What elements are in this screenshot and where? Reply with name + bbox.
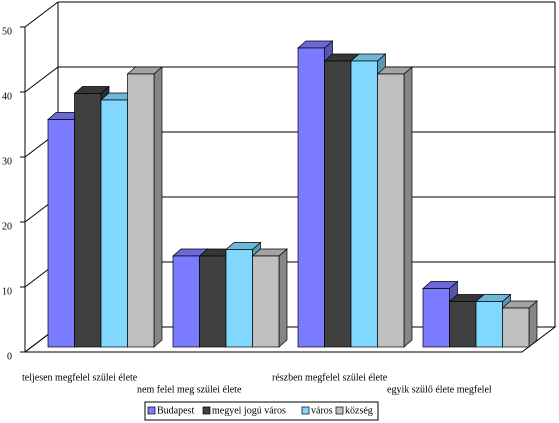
bar [422,288,450,348]
y-tick-label: 0 [7,351,12,362]
legend-label: Budapest [157,405,194,416]
grid-line-side [24,66,59,93]
y-tick-label: 50 [2,26,12,37]
bar-side [528,300,538,348]
y-tick-label: 40 [2,91,12,102]
bar [74,93,102,348]
bar-side [153,66,163,348]
legend-swatch [335,406,344,415]
bar [127,73,155,348]
x-tick-label: nem felel meg szülei élete [137,384,242,395]
bar [324,60,352,348]
y-tick-label: 10 [2,286,12,297]
x-tick-label: teljesen megfelel szülei élete [22,372,138,383]
bar [502,307,530,348]
y-tick-label: 20 [2,221,12,232]
bar [199,255,227,348]
bar [377,73,405,348]
x-tick-label: részben megfelel szülei élete [272,372,388,383]
bar [297,47,325,348]
x-tick-label: egyik szülő élete megfelel [387,384,492,395]
legend-swatch [301,406,310,415]
legend-box [144,401,379,421]
bar [449,301,477,348]
bar [100,99,128,348]
legend-swatch [202,406,211,415]
legend-label: megyei jogú város [212,405,286,416]
bar [47,119,75,348]
legend-swatch [147,406,156,415]
bar-side [403,66,413,348]
bar-side [278,248,288,348]
legend-label: község [345,405,373,416]
bar [172,255,200,348]
bar [252,255,280,348]
bar [225,249,253,348]
grid-line-side [24,1,59,28]
bar [475,301,503,348]
bar [350,60,378,348]
legend-label: város [311,405,333,416]
y-tick-label: 30 [2,156,12,167]
